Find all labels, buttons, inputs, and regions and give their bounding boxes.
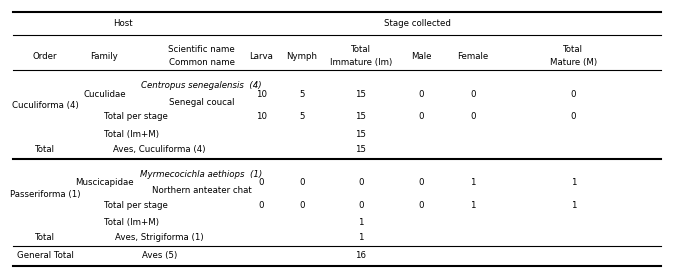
Text: 0: 0 <box>258 201 264 210</box>
Text: 1: 1 <box>358 233 363 242</box>
Text: 5: 5 <box>299 90 305 99</box>
Text: 15: 15 <box>355 90 366 99</box>
Text: 5: 5 <box>299 112 305 121</box>
Text: Mature (M): Mature (M) <box>550 58 597 67</box>
Text: Female: Female <box>458 52 489 61</box>
Text: Myrmecocichla aethiops  (1): Myrmecocichla aethiops (1) <box>140 170 263 179</box>
Text: Total (Im+M): Total (Im+M) <box>104 218 160 227</box>
Text: 1: 1 <box>358 218 363 227</box>
Text: Total: Total <box>563 45 584 55</box>
Text: Host: Host <box>113 19 133 28</box>
Text: Total: Total <box>350 45 371 55</box>
Text: Aves, Cuculiforma (4): Aves, Cuculiforma (4) <box>113 145 206 154</box>
Text: 1: 1 <box>470 201 476 210</box>
Text: Centropus senegalensis  (4): Centropus senegalensis (4) <box>142 81 262 90</box>
Text: 0: 0 <box>299 201 305 210</box>
Text: Cuculidae: Cuculidae <box>83 90 126 99</box>
Text: 15: 15 <box>355 145 366 154</box>
Text: 1: 1 <box>571 178 576 187</box>
Text: Aves (5): Aves (5) <box>142 252 177 261</box>
Text: Northern anteater chat: Northern anteater chat <box>152 186 251 195</box>
Text: Muscicapidae: Muscicapidae <box>75 178 134 187</box>
Text: Family: Family <box>90 52 119 61</box>
Text: Total: Total <box>35 145 55 154</box>
Text: Larva: Larva <box>249 52 273 61</box>
Text: 0: 0 <box>571 90 576 99</box>
Text: Stage collected: Stage collected <box>384 19 451 28</box>
Text: 0: 0 <box>418 178 424 187</box>
Text: Total per stage: Total per stage <box>104 112 168 121</box>
Text: 16: 16 <box>355 252 366 261</box>
Text: Cuculiforma (4): Cuculiforma (4) <box>11 101 78 110</box>
Text: 0: 0 <box>571 112 576 121</box>
Text: General Total: General Total <box>17 252 73 261</box>
Text: Passeriforma (1): Passeriforma (1) <box>10 190 80 199</box>
Text: 15: 15 <box>355 112 366 121</box>
Text: 0: 0 <box>299 178 305 187</box>
Text: 0: 0 <box>418 112 424 121</box>
Text: Aves, Strigiforma (1): Aves, Strigiforma (1) <box>115 233 204 242</box>
Text: Total (Im+M): Total (Im+M) <box>104 130 160 139</box>
Text: 0: 0 <box>418 201 424 210</box>
Text: 0: 0 <box>358 178 363 187</box>
Text: 0: 0 <box>358 201 363 210</box>
Text: Male: Male <box>410 52 431 61</box>
Text: 0: 0 <box>470 112 476 121</box>
Text: 10: 10 <box>255 112 266 121</box>
Text: 0: 0 <box>258 178 264 187</box>
Text: 0: 0 <box>470 90 476 99</box>
Text: Immature (Im): Immature (Im) <box>330 58 392 67</box>
Text: Nymph: Nymph <box>286 52 317 61</box>
Text: Order: Order <box>33 52 57 61</box>
Text: 15: 15 <box>355 130 366 139</box>
Text: Total: Total <box>35 233 55 242</box>
Text: Senegal coucal: Senegal coucal <box>169 98 235 107</box>
Text: 1: 1 <box>470 178 476 187</box>
Text: Scientific name: Scientific name <box>168 45 235 55</box>
Text: 0: 0 <box>418 90 424 99</box>
Text: Total per stage: Total per stage <box>104 201 168 210</box>
Text: 1: 1 <box>571 201 576 210</box>
Text: Common name: Common name <box>168 58 235 67</box>
Text: 10: 10 <box>255 90 266 99</box>
